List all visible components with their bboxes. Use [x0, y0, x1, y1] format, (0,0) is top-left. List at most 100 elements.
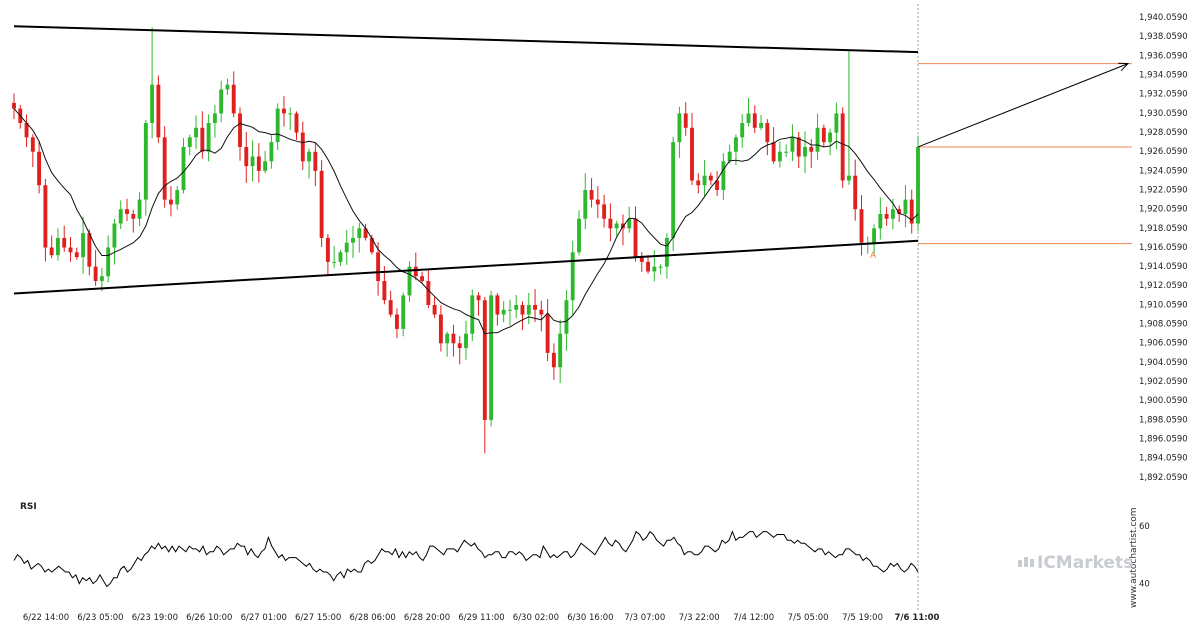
candle-body	[476, 295, 481, 301]
candle-body	[150, 84, 155, 123]
candle-body	[87, 233, 92, 267]
price-tick-label: 1,926.0590	[1139, 147, 1188, 157]
candle-body	[752, 113, 757, 128]
candle-body	[300, 132, 305, 162]
x-tick-label: 6/23 19:00	[132, 613, 178, 623]
candle-body	[759, 122, 764, 128]
candle-body	[846, 175, 851, 181]
candle-body	[614, 223, 619, 229]
candle-body	[803, 146, 807, 157]
price-tick-label: 1,924.0590	[1139, 166, 1188, 176]
upper-trendline	[13, 25, 919, 54]
candle-body	[175, 190, 180, 205]
candle-body	[156, 84, 161, 138]
candle-body	[727, 151, 732, 162]
candle-body	[62, 237, 67, 248]
candle-body	[878, 213, 883, 229]
candle-body	[106, 247, 111, 277]
x-tick-label: 6/27 15:00	[295, 613, 341, 623]
candle-body	[426, 281, 431, 305]
candle-body	[332, 261, 337, 263]
candle-body	[790, 137, 795, 152]
candle-body	[457, 343, 462, 349]
candle-body	[413, 266, 418, 277]
x-tick-label: 7/3 07:00	[624, 613, 665, 623]
price-tick-label: 1,894.0590	[1139, 454, 1188, 464]
candle-body	[652, 266, 657, 272]
candle-body	[859, 209, 864, 243]
price-tick-label: 1,900.0590	[1139, 396, 1188, 406]
candle-body	[715, 180, 720, 191]
candle-body	[238, 113, 242, 147]
candle-body	[602, 204, 607, 219]
candle-body	[545, 314, 550, 353]
price-tick-label: 1,912.0590	[1139, 281, 1188, 291]
candle-body	[357, 228, 362, 238]
price-tick-label: 1,932.0590	[1139, 90, 1188, 100]
rsi-line	[13, 530, 919, 588]
price-tick-label: 1,920.0590	[1139, 205, 1188, 215]
candle-body	[30, 137, 35, 152]
candle-body	[627, 218, 632, 229]
rsi-tick-label: 40	[1139, 580, 1150, 590]
candle-body	[639, 257, 644, 262]
candle-body	[401, 295, 406, 329]
rsi-title: RSI	[20, 502, 37, 512]
candle-body	[131, 213, 136, 219]
rsi-tick-label: 60	[1139, 522, 1150, 532]
x-tick-label: 6/30 16:00	[567, 613, 613, 623]
candle-body	[589, 190, 594, 200]
candle-body	[24, 122, 29, 138]
candle-body	[376, 252, 381, 282]
candle-body	[897, 209, 902, 214]
candle-body	[351, 237, 355, 243]
candle-body	[683, 113, 688, 128]
candle-body	[633, 218, 638, 258]
candle-body	[93, 266, 98, 282]
candle-body	[539, 309, 544, 315]
candle-body	[514, 304, 519, 310]
candle-body	[74, 252, 79, 258]
candle-body	[595, 199, 600, 205]
candlesticks	[12, 27, 920, 454]
candle-body	[721, 161, 726, 191]
x-tick-label: 6/26 10:00	[186, 613, 232, 623]
candle-body	[809, 146, 814, 152]
forecast-arrow	[917, 63, 1129, 148]
candle-body	[840, 113, 845, 181]
price-tick-label: 1,892.0590	[1139, 473, 1188, 483]
price-tick-label: 1,928.0590	[1139, 128, 1188, 138]
candle-body	[746, 113, 751, 123]
candle-body	[125, 209, 129, 214]
watermark-brand: ICMarkets	[1037, 553, 1133, 573]
price-tick-label: 1,902.0590	[1139, 377, 1188, 387]
candle-body	[834, 113, 839, 133]
candle-body	[884, 213, 889, 219]
candle-body	[507, 309, 512, 311]
candle-body	[646, 261, 651, 272]
candle-body	[394, 314, 399, 329]
candle-body	[81, 233, 86, 258]
x-tick-label: 6/28 20:00	[404, 613, 450, 623]
x-tick-label: 7/3 22:00	[679, 613, 720, 623]
candle-body	[583, 190, 588, 219]
rsi-panel: RSI 60 40	[13, 502, 1150, 590]
candle-body	[853, 175, 858, 210]
candle-body	[702, 175, 707, 186]
moving-average-line	[13, 108, 919, 335]
x-tick-label: 7/5 19:00	[842, 613, 883, 623]
candle-body	[250, 156, 255, 167]
price-tick-label: 1,936.0590	[1139, 51, 1188, 61]
candle-body	[325, 237, 330, 262]
price-tick-label: 1,898.0590	[1139, 415, 1188, 425]
lower-trendline	[13, 239, 919, 295]
price-tick-label: 1,918.0590	[1139, 224, 1188, 234]
price-tick-label: 1,916.0590	[1139, 243, 1188, 253]
candle-body	[369, 237, 374, 253]
price-tick-label: 1,938.0590	[1139, 32, 1188, 42]
candle-body	[909, 199, 914, 224]
candle-body	[244, 146, 249, 167]
candle-body	[464, 333, 468, 349]
trendlines	[13, 25, 919, 295]
forecast-arrow-head	[1118, 62, 1130, 72]
